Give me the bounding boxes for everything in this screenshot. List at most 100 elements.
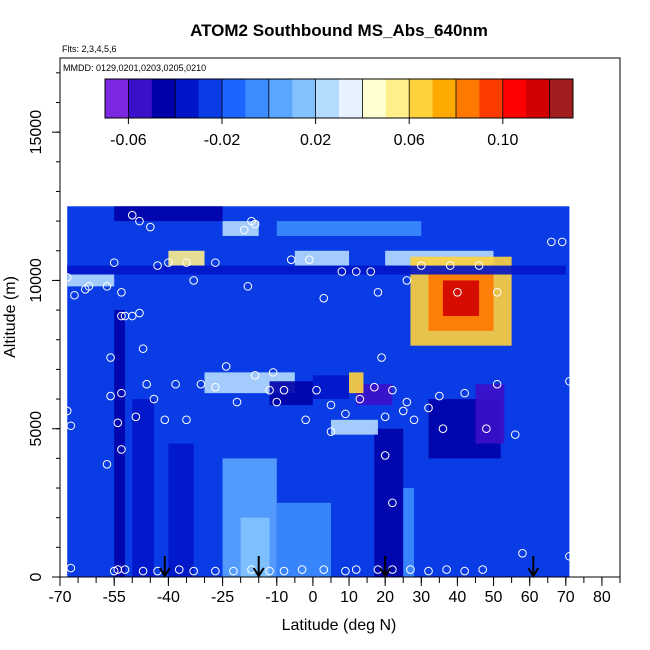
heatmap-layer bbox=[67, 206, 570, 577]
sample-point bbox=[117, 445, 126, 454]
heatmap-cell bbox=[330, 419, 378, 435]
x-tick-label: 30 bbox=[412, 589, 430, 606]
heatmap-cell bbox=[168, 250, 205, 266]
sample-point bbox=[341, 566, 350, 576]
x-tick-label: -40 bbox=[157, 589, 180, 606]
sample-point bbox=[510, 430, 520, 439]
y-axis: 0 5000 10000 15000 bbox=[28, 58, 61, 581]
sample-point bbox=[189, 276, 198, 285]
heatmap-cell bbox=[356, 384, 393, 405]
sample-point bbox=[424, 403, 433, 413]
y-tick-label: 15000 bbox=[28, 110, 45, 155]
sample-point bbox=[221, 362, 231, 371]
heatmap-cell bbox=[349, 372, 364, 394]
sample-point bbox=[196, 379, 206, 389]
colorbar-swatch bbox=[549, 79, 574, 118]
x-tick-label: 70 bbox=[557, 589, 575, 606]
colorbar-swatch bbox=[479, 79, 504, 118]
sample-point bbox=[445, 261, 455, 270]
sample-point bbox=[109, 258, 119, 267]
sample-point bbox=[297, 565, 307, 574]
sample-point bbox=[250, 371, 260, 380]
sample-point bbox=[102, 460, 112, 469]
sample-point bbox=[380, 451, 390, 460]
colorbar-swatch bbox=[245, 79, 270, 118]
sample-point bbox=[337, 267, 347, 276]
colorbar-swatch bbox=[292, 79, 317, 118]
heatmap-cell bbox=[168, 443, 194, 577]
sample-point bbox=[106, 353, 115, 362]
colorbar-tick-label: 0.02 bbox=[300, 132, 331, 149]
sample-point bbox=[232, 397, 242, 407]
x-tick-label: 10 bbox=[340, 589, 358, 606]
sample-point bbox=[565, 551, 574, 561]
heatmap-cell bbox=[269, 381, 313, 405]
heatmap-cell bbox=[294, 250, 350, 266]
colorbar-swatch bbox=[385, 79, 410, 118]
x-tick-label: 50 bbox=[485, 589, 503, 606]
colorbar-tick-label: 0.06 bbox=[394, 132, 425, 149]
y-tick-label: 0 bbox=[28, 572, 45, 581]
x-tick-label: -10 bbox=[265, 589, 288, 606]
heatmap-cell bbox=[240, 517, 270, 577]
sample-point bbox=[131, 412, 141, 422]
sample-point bbox=[286, 255, 296, 264]
heatmap-cell bbox=[442, 280, 480, 317]
x-tick-label: 20 bbox=[376, 589, 394, 606]
sample-point bbox=[135, 216, 144, 226]
arrows-layer bbox=[158, 556, 540, 578]
sample-point bbox=[453, 287, 462, 297]
x-tick-label: 0 bbox=[308, 589, 317, 606]
sample-point bbox=[301, 415, 310, 425]
heatmap-cell bbox=[132, 399, 154, 577]
colorbar-swatch bbox=[315, 79, 340, 118]
sample-point bbox=[247, 216, 256, 226]
sample-point bbox=[117, 311, 126, 321]
sample-point bbox=[341, 409, 350, 419]
sample-point bbox=[265, 385, 274, 395]
sample-point bbox=[377, 353, 386, 362]
colorbar-swatch bbox=[502, 79, 527, 118]
sample-point bbox=[102, 282, 112, 291]
sample-point bbox=[229, 566, 238, 576]
sample-point bbox=[171, 379, 180, 389]
sample-point bbox=[62, 273, 72, 282]
sample-point bbox=[272, 397, 282, 407]
colorbar-frame bbox=[104, 78, 574, 119]
sample-point bbox=[304, 255, 314, 264]
heatmap-cell bbox=[276, 502, 331, 577]
colorbar-swatch bbox=[526, 79, 551, 118]
down-arrow-icon bbox=[158, 556, 171, 578]
sample-point bbox=[265, 566, 274, 576]
x-axis: -70 -55 -40 -25 -10 0 10 20 30 40 50 60 70 80 bbox=[48, 576, 621, 606]
colorbar-swatch bbox=[339, 79, 363, 118]
sample-point bbox=[355, 394, 365, 404]
sample-point bbox=[149, 394, 159, 404]
sample-point bbox=[211, 382, 220, 392]
sample-point bbox=[409, 415, 419, 425]
sample-point bbox=[84, 282, 94, 291]
colorbar-tick-label: -0.02 bbox=[204, 132, 241, 149]
colorbar-swatch bbox=[432, 79, 457, 118]
sample-point bbox=[438, 424, 448, 434]
sample-point bbox=[547, 237, 556, 247]
sample-point bbox=[70, 290, 79, 300]
sample-point bbox=[160, 415, 170, 425]
sample-point bbox=[66, 563, 76, 573]
colorbar: -0.06 -0.02 0.02 0.06 0.10 bbox=[104, 78, 574, 149]
sample-point bbox=[127, 210, 137, 220]
sample-point bbox=[406, 565, 415, 574]
y-tick-label: 5000 bbox=[28, 411, 45, 447]
sample-point bbox=[557, 237, 567, 247]
sample-point bbox=[120, 565, 130, 574]
sample-point bbox=[435, 391, 444, 401]
sample-point bbox=[164, 258, 173, 267]
arrow-head bbox=[379, 567, 392, 578]
sample-point bbox=[565, 376, 574, 386]
sample-point bbox=[380, 412, 390, 422]
sample-point bbox=[117, 287, 126, 297]
down-arrow-icon bbox=[379, 556, 392, 578]
sample-point bbox=[460, 388, 469, 398]
sample-point bbox=[142, 379, 152, 389]
sample-point bbox=[482, 424, 491, 434]
